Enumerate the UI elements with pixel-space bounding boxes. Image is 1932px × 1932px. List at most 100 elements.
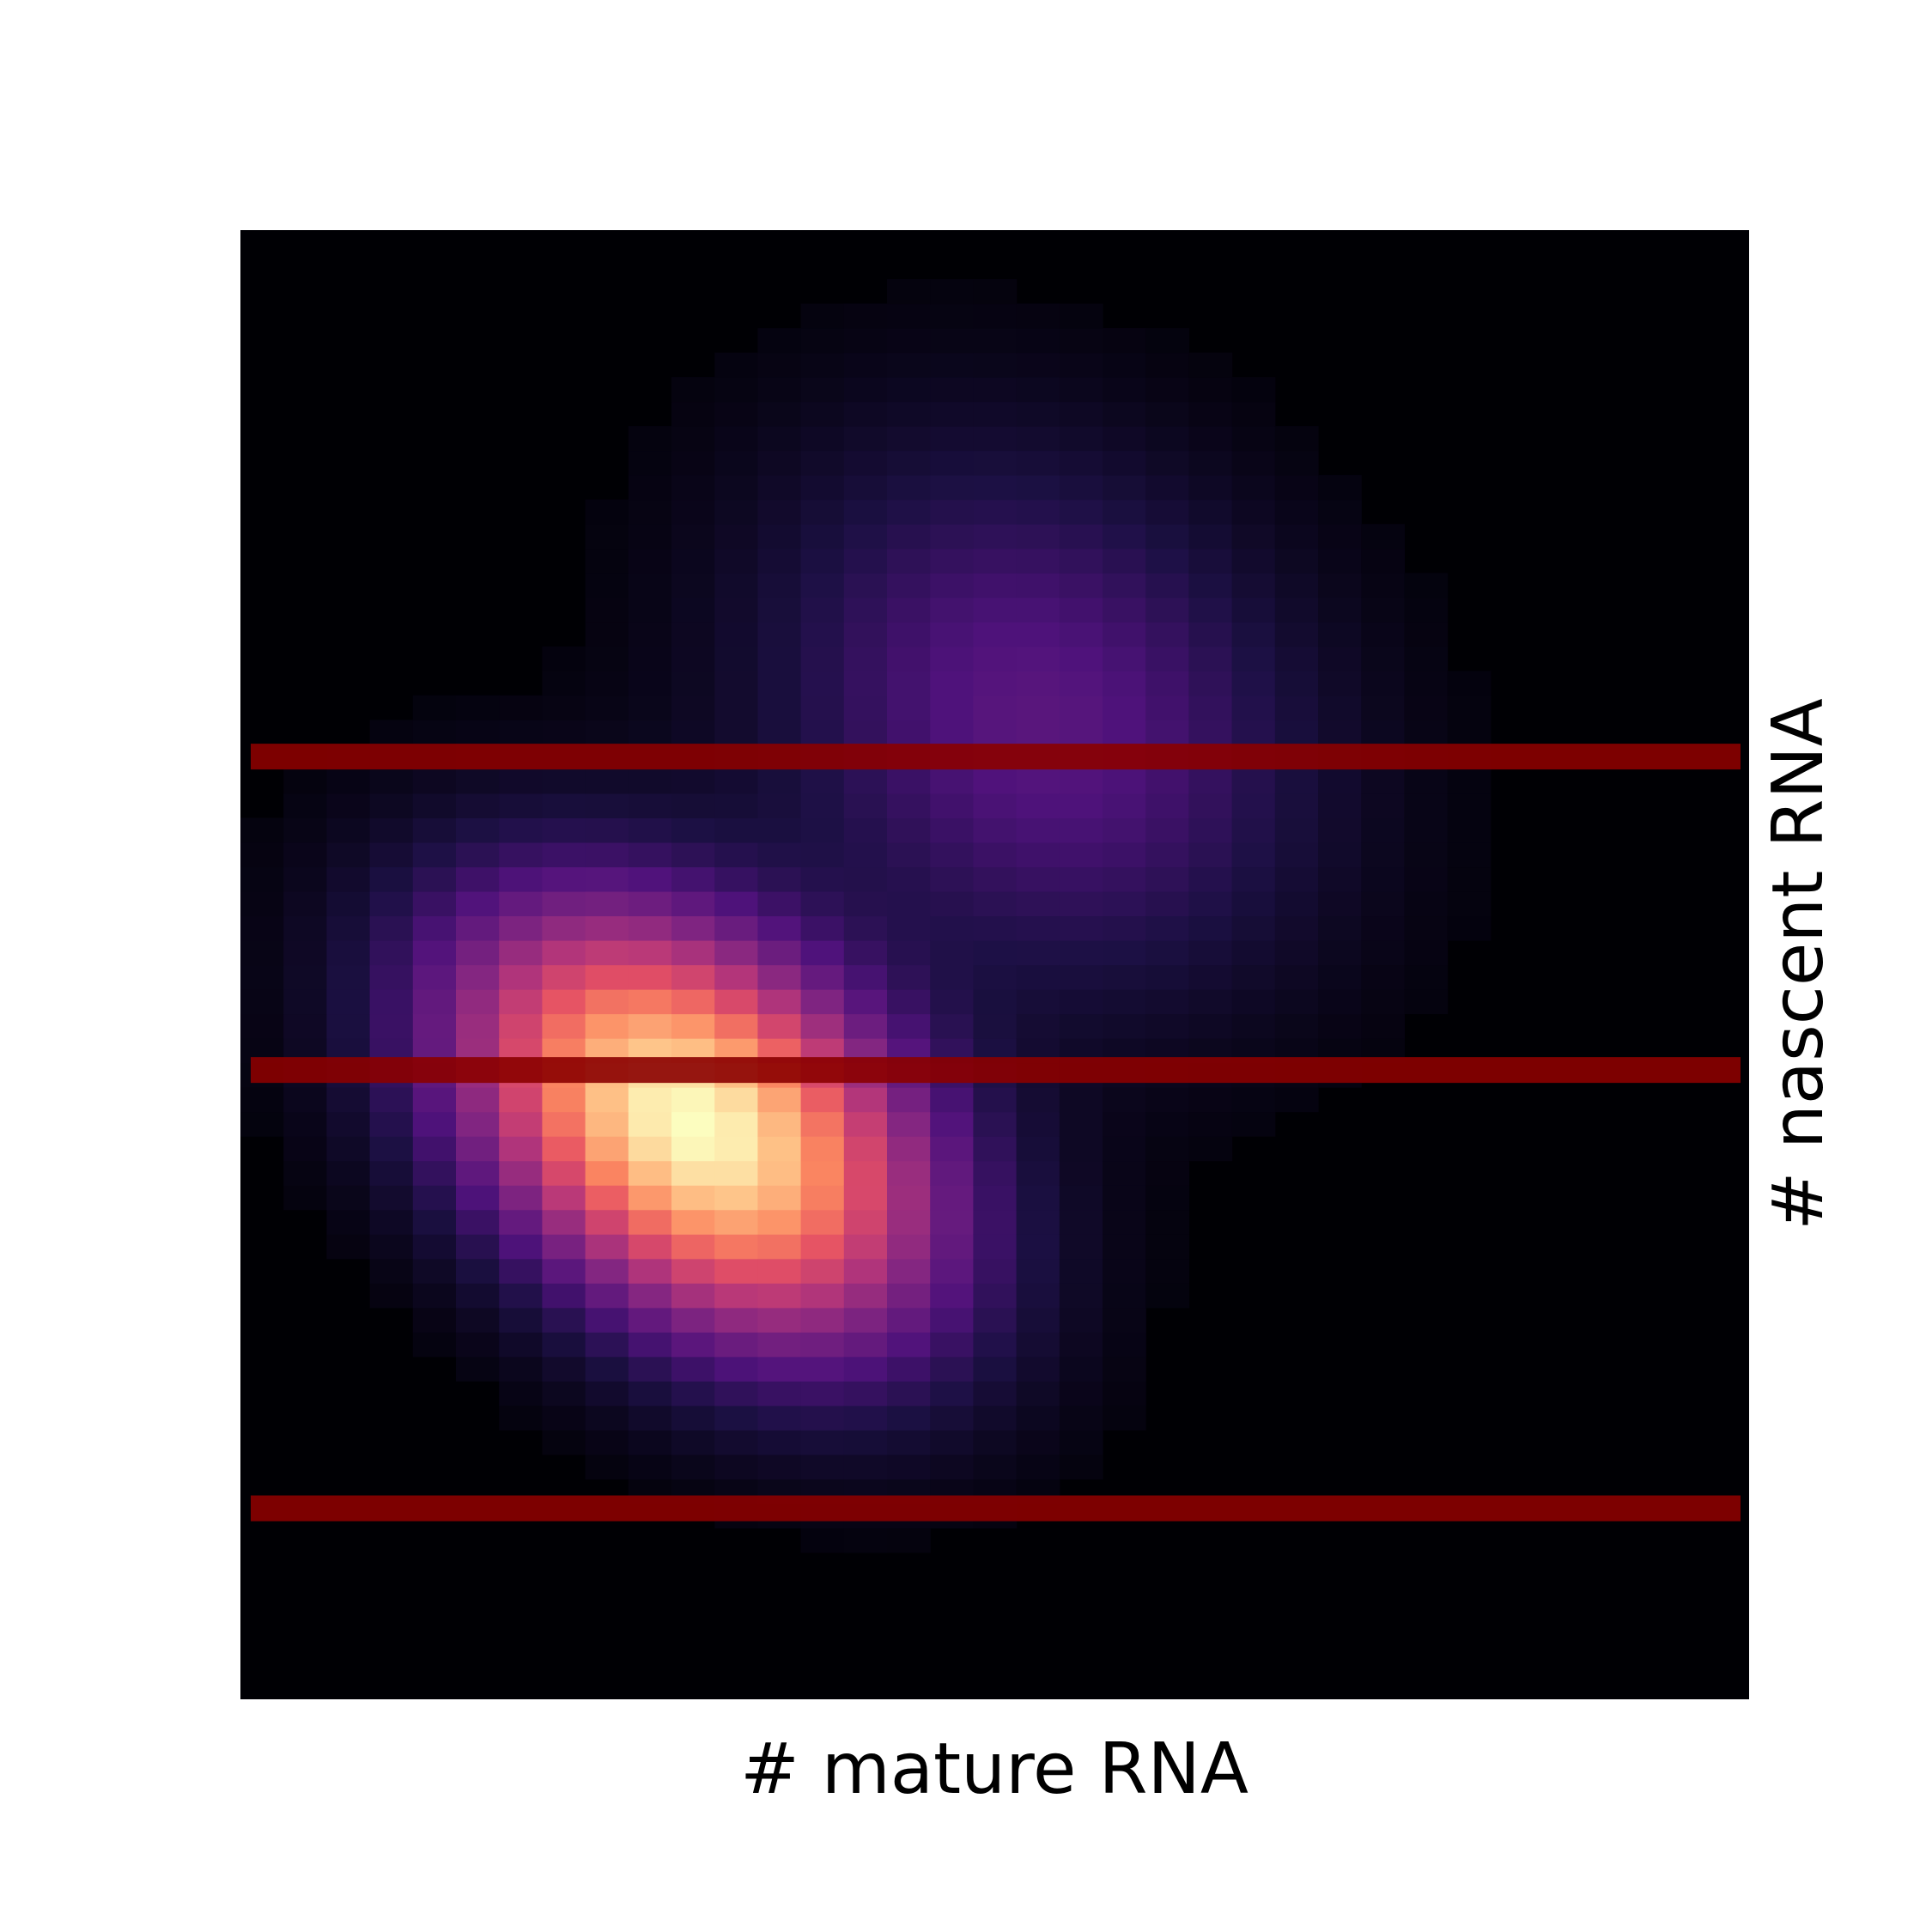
heatmap-cell	[1016, 426, 1060, 452]
heatmap-cell	[456, 1111, 500, 1137]
heatmap-cell	[714, 1405, 758, 1431]
heatmap-cell	[757, 1234, 802, 1260]
heatmap-cell	[1188, 793, 1233, 818]
heatmap-cell	[973, 450, 1018, 476]
heatmap-cell	[843, 1136, 888, 1162]
heatmap-cell	[1059, 622, 1103, 647]
heatmap-cell	[973, 720, 1018, 745]
heatmap-cell	[412, 989, 457, 1015]
heatmap-cell	[1188, 622, 1233, 647]
heatmap-cell	[456, 817, 500, 843]
heatmap-cell	[1231, 866, 1276, 892]
heatmap-cell	[1274, 622, 1319, 647]
heatmap-cell	[1188, 866, 1233, 892]
heatmap-cell	[1016, 989, 1060, 1015]
heatmap-cell	[1318, 720, 1362, 745]
heatmap-cell	[800, 1454, 845, 1479]
heatmap-cell	[1318, 793, 1362, 818]
heatmap-cell	[843, 769, 888, 794]
heatmap-cell	[757, 548, 802, 574]
heatmap-cell	[412, 793, 457, 818]
heatmap-cell	[714, 377, 758, 403]
heatmap-cell	[585, 1356, 629, 1382]
heatmap-cell	[542, 1430, 586, 1455]
heatmap-cell	[1103, 1087, 1146, 1113]
heatmap-cell	[585, 866, 629, 892]
heatmap-cell	[671, 841, 715, 868]
heatmap-cell	[542, 1405, 586, 1431]
heatmap-cell	[628, 597, 672, 623]
heatmap-cell	[843, 1185, 888, 1211]
heatmap-cell	[757, 622, 802, 647]
heatmap-cell	[628, 989, 672, 1015]
heatmap-cell	[800, 646, 845, 671]
heatmap-cells	[240, 279, 1492, 1553]
heatmap-cell	[1059, 695, 1103, 720]
heatmap-cell	[369, 939, 414, 966]
heatmap-cell	[930, 915, 974, 941]
heatmap-cell	[800, 573, 845, 598]
heatmap-cell	[887, 720, 931, 745]
heatmap-cell	[671, 1454, 715, 1479]
heatmap-cell	[800, 377, 845, 403]
heatmap-cell	[585, 548, 629, 574]
heatmap-cell	[1274, 671, 1319, 696]
heatmap-cell	[757, 841, 802, 868]
heatmap-cell	[1188, 671, 1233, 696]
heatmap-cell	[1145, 450, 1189, 476]
heatmap-cell	[973, 352, 1018, 378]
heatmap-cell	[671, 1307, 715, 1333]
heatmap-cell	[671, 1332, 715, 1358]
heatmap-cell	[499, 1234, 543, 1260]
heatmap-cell	[1016, 1356, 1060, 1382]
heatmap-cell	[412, 1258, 457, 1284]
heatmap-cell	[843, 1283, 888, 1309]
heatmap-cell	[887, 1185, 931, 1211]
heatmap-cell	[369, 1209, 414, 1235]
heatmap-cell	[800, 622, 845, 647]
heatmap-cell	[456, 1209, 500, 1235]
heatmap-cell	[1404, 695, 1449, 720]
heatmap-cell	[1318, 646, 1362, 671]
heatmap-cell	[326, 1136, 371, 1162]
heatmap-cell	[412, 1111, 457, 1137]
heatmap-cell	[671, 1209, 715, 1235]
heatmap-cell	[628, 573, 672, 598]
heatmap-cell	[800, 1013, 845, 1039]
heatmap-cell	[887, 573, 931, 598]
heatmap-cell	[1231, 401, 1276, 427]
heatmap-cell	[757, 352, 802, 378]
heatmap-cell	[843, 401, 888, 427]
heatmap-cell	[757, 1185, 802, 1211]
heatmap-cell	[1447, 890, 1492, 917]
heatmap-cell	[542, 695, 586, 720]
heatmap-cell	[1231, 769, 1276, 794]
heatmap-cell	[843, 622, 888, 647]
heatmap-cell	[628, 1087, 672, 1113]
heatmap-cell	[887, 548, 931, 574]
heatmap-cell	[1145, 817, 1189, 843]
heatmap-cell	[671, 671, 715, 696]
heatmap-cell	[714, 989, 758, 1015]
heatmap-cell	[283, 1087, 327, 1113]
heatmap-cell	[714, 939, 758, 966]
heatmap-cell	[542, 1307, 586, 1333]
heatmap-cell	[326, 939, 371, 966]
heatmap-cell	[757, 377, 802, 403]
heatmap-cell	[973, 1087, 1018, 1113]
heatmap-cell	[930, 499, 974, 525]
heatmap-cell	[1188, 499, 1233, 525]
heatmap-cell	[1016, 1381, 1060, 1406]
heatmap-cell	[628, 841, 672, 868]
heatmap-cell	[714, 622, 758, 647]
heatmap-cell	[1059, 1160, 1103, 1186]
heatmap-cell	[757, 817, 802, 843]
heatmap-cell	[542, 1381, 586, 1406]
heatmap-cell	[369, 1160, 414, 1186]
heatmap-cell	[887, 939, 931, 966]
heatmap-cell	[800, 524, 845, 550]
heatmap-cell	[1059, 646, 1103, 671]
heatmap-cell	[1361, 1013, 1405, 1039]
heatmap-cell	[1361, 793, 1405, 818]
heatmap-cell	[800, 1332, 845, 1358]
